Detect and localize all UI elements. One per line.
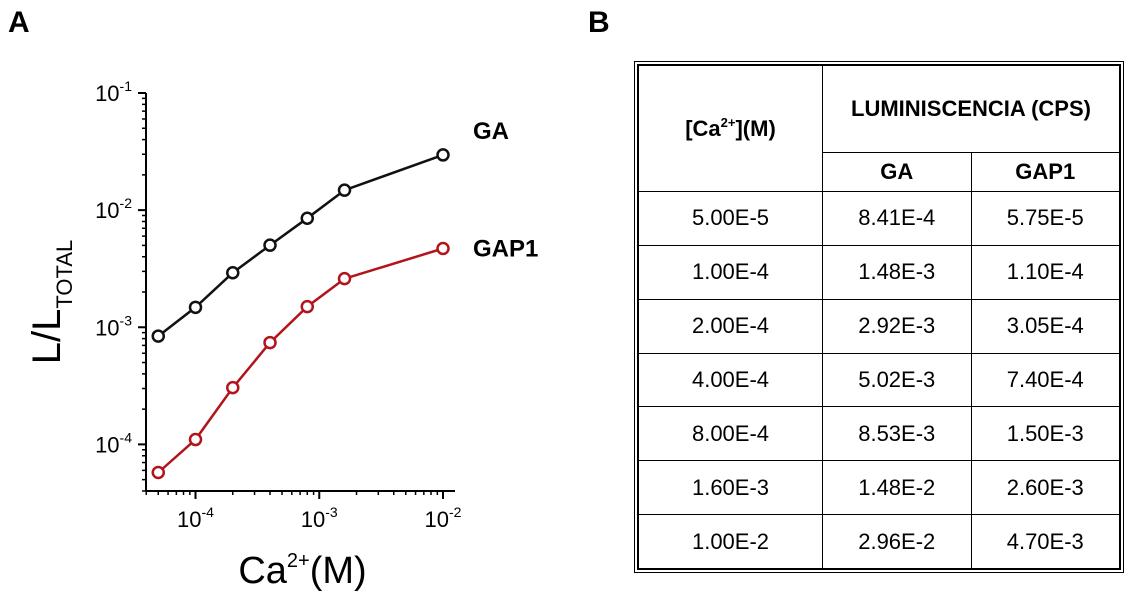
ca-concentration-header: [Ca2+](M) [638,65,823,192]
luminescence-header: LUMINISCENCIA (CPS) [822,65,1120,153]
gap1-series-label: GAP1 [473,236,538,263]
panel-a-label: A [8,6,30,39]
ca-cell: 1.60E-3 [638,460,823,516]
ga-cell: 2.96E-2 [822,514,972,569]
ga-cell: 8.41E-4 [822,191,972,246]
ga-cell: 2.92E-3 [822,298,972,354]
luminescence-table: [Ca2+](M) LUMINISCENCIA (CPS) GA GAP1 5.… [638,65,1120,569]
table-row: 4.00E-4 5.02E-3 7.40E-4 [638,352,1120,408]
table-row: 1.00E-4 1.48E-3 1.10E-4 [638,244,1120,300]
gap1-cell: 4.70E-3 [970,514,1120,569]
ga-column-header: GA [822,152,972,192]
table-row: 2.00E-4 2.92E-3 3.05E-4 [638,298,1120,354]
ca-cell: 5.00E-5 [638,191,823,246]
gap1-cell: 5.75E-5 [970,191,1120,246]
gap1-data-point [337,271,352,286]
y-axis-label: L/LTOTAL [25,240,77,364]
gap1-cell: 1.50E-3 [970,406,1120,462]
gap1-cell: 7.40E-4 [970,352,1120,408]
gap1-cell: 3.05E-4 [970,298,1120,354]
ga-data-point [226,265,240,280]
gap1-data-point [188,432,203,447]
y-tick-label: 10-1 [95,78,132,106]
ca-cell: 2.00E-4 [638,298,823,354]
ga-data-point [300,211,315,225]
table-row: 8.00E-4 8.53E-3 1.50E-3 [638,406,1120,462]
ga-cell: 5.02E-3 [822,352,972,408]
ca-cell: 8.00E-4 [638,406,823,462]
y-tick-label: 10-2 [95,195,132,223]
gap1-cell: 1.10E-4 [970,244,1120,300]
panel-b-label: B [588,6,610,39]
luminescence-table-frame: [Ca2+](M) LUMINISCENCIA (CPS) GA GAP1 5.… [634,61,1124,573]
ga-cell: 1.48E-3 [822,244,972,300]
gap1-data-point [263,335,277,350]
ga-cell: 8.53E-3 [822,406,972,462]
ca-cell: 4.00E-4 [638,352,823,408]
gap1-data-point [436,241,450,256]
ga-data-point [188,300,203,315]
gap1-data-point [300,299,315,314]
gap1-cell: 2.60E-3 [970,460,1120,516]
table-row: 5.00E-5 8.41E-4 5.75E-5 [638,191,1120,246]
x-axis-label: Ca2+(M) [238,550,366,592]
ga-data-point [151,329,166,343]
ca-cell: 1.00E-2 [638,514,823,569]
ga-cell: 1.48E-2 [822,460,972,516]
ga-series-label: GA [473,118,509,145]
gap1-data-point [226,380,240,395]
chart-labels: 10-4 10-3 10-2 10-1 10-4 10-3 10-2 Ca2+(M) L/LTO… [25,78,538,592]
ga-data-point [436,148,450,162]
x-tick-label: 10-2 [425,504,462,532]
log-log-chart: 10-4 10-3 10-2 10-1 10-4 10-3 10-2 Ca2+(M) L/LTO… [25,78,538,592]
luminescence-table-body: 5.00E-5 8.41E-4 5.75E-5 1.00E-4 1.48E-3 1.10E… [638,191,1120,569]
ga-data-point [337,183,352,197]
gap1-data-point [151,465,166,480]
gap1-column-header: GAP1 [970,152,1120,192]
table-row: 1.60E-3 1.48E-2 2.60E-3 [638,460,1120,516]
y-tick-label: 10-4 [95,429,132,457]
chart-series [151,148,450,480]
ca-cell: 1.00E-4 [638,244,823,300]
x-tick-label: 10-3 [301,504,338,532]
x-tick-label: 10-4 [177,504,214,532]
ga-data-point [263,238,277,252]
chart-axes [138,92,455,499]
y-tick-label: 10-3 [95,312,132,340]
table-row: 1.00E-2 2.96E-2 4.70E-3 [638,514,1120,569]
